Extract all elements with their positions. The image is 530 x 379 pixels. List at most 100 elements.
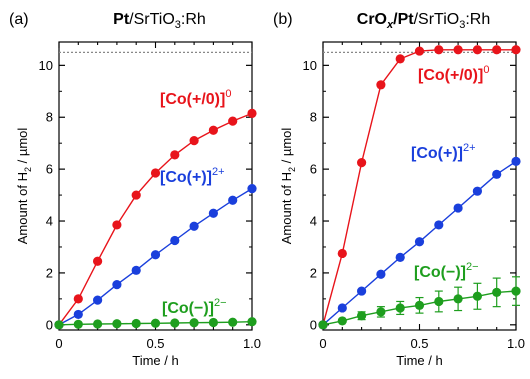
panel-title: Pt/SrTiO3:Rh	[113, 11, 206, 31]
data-point	[247, 183, 257, 194]
data-point	[131, 265, 141, 275]
plot-frame	[322, 41, 517, 331]
series-1: [Co(+)]2+	[54, 166, 257, 330]
data-point	[170, 235, 180, 246]
data-point	[228, 317, 238, 327]
chart-panel-a: 0 2 4 6 8 10 0 0.5 1.0 Time / h Amount of H2 / µmo…	[9, 11, 261, 368]
data-point	[357, 286, 367, 296]
data-point	[376, 307, 386, 317]
data-point	[453, 294, 463, 304]
x-tick-label: 1.0	[507, 336, 525, 351]
data-point	[511, 45, 521, 55]
data-point	[511, 156, 521, 166]
chart-panel-b: 0 2 4 6 8 10 0 0.5 1.0 Time / h Amount of H2 / µmo…	[273, 11, 525, 368]
data-point	[434, 45, 444, 55]
data-point	[318, 320, 328, 330]
data-point	[357, 158, 367, 168]
data-point	[189, 221, 199, 231]
data-point	[73, 309, 83, 320]
y-tick-label: 0	[46, 317, 53, 332]
data-point	[492, 287, 502, 297]
y-tick-label: 8	[46, 110, 53, 125]
data-point	[73, 319, 83, 329]
data-point	[414, 300, 425, 310]
data-point	[337, 303, 347, 313]
data-point	[395, 303, 405, 313]
data-point	[208, 208, 218, 218]
data-point	[93, 256, 103, 266]
x-axis-label: Time / h	[132, 353, 178, 368]
data-point	[247, 317, 257, 327]
data-point	[170, 318, 180, 328]
data-point	[112, 319, 122, 329]
data-point	[472, 45, 482, 55]
data-point	[376, 80, 386, 90]
y-tick-label: 6	[310, 162, 317, 177]
x-tick-label: 1.0	[243, 336, 261, 351]
data-point	[472, 291, 482, 301]
series-label: [Co(+)]2+	[160, 166, 225, 186]
data-point	[492, 45, 502, 55]
series-2: [Co(−)]2−	[54, 297, 257, 330]
panel-letter: (a)	[9, 11, 29, 28]
y-tick-label: 2	[310, 265, 317, 280]
data-point	[376, 269, 386, 279]
data-point	[247, 108, 257, 118]
data-point	[357, 311, 367, 321]
data-point	[208, 317, 218, 328]
series-line	[322, 49, 516, 325]
series-label: [Co(−)]2−	[414, 261, 479, 281]
data-point	[131, 190, 141, 200]
series-2: [Co(−)]2−	[318, 261, 521, 330]
series-label: [Co(+/0)]0	[418, 64, 489, 84]
y-tick-label: 2	[46, 265, 53, 280]
series-0: [Co(+/0)]0	[54, 88, 257, 330]
data-point	[73, 294, 83, 304]
data-point	[453, 45, 463, 55]
data-point	[131, 318, 141, 329]
data-point	[434, 296, 444, 307]
data-point	[414, 46, 425, 56]
x-axis-label: Time / h	[396, 353, 442, 368]
plot-frame	[58, 41, 253, 331]
data-point	[112, 220, 122, 230]
data-point	[492, 169, 502, 179]
x-tick-label: 0.5	[410, 336, 428, 351]
data-point	[170, 150, 180, 160]
panel-letter: (b)	[273, 11, 293, 28]
data-point	[395, 54, 405, 64]
data-point	[189, 318, 199, 328]
series-0: [Co(+/0)]0	[318, 45, 521, 330]
y-tick-label: 10	[39, 58, 53, 73]
x-tick-label: 0	[55, 336, 62, 351]
y-axis-label: Amount of H2 / µmol	[279, 128, 297, 245]
x-tick-label: 0	[319, 336, 326, 351]
series-line	[58, 112, 253, 326]
y-tick-label: 10	[303, 58, 317, 73]
panel-title: CrOx/Pt/SrTiO3:Rh	[357, 11, 490, 31]
series-label: [Co(+/0)]0	[160, 88, 231, 108]
data-point	[472, 186, 482, 196]
data-point	[228, 116, 238, 126]
y-tick-label: 6	[46, 162, 53, 177]
data-point	[228, 195, 238, 205]
y-tick-label: 4	[46, 214, 53, 229]
data-point	[395, 252, 405, 262]
data-point	[208, 125, 218, 135]
data-point	[189, 135, 199, 146]
data-point	[93, 319, 103, 329]
data-point	[511, 286, 521, 296]
series-label: [Co(−)]2−	[162, 297, 227, 317]
data-point	[54, 320, 64, 330]
y-tick-label: 0	[310, 317, 317, 332]
data-point	[112, 279, 122, 290]
y-tick-label: 8	[310, 110, 317, 125]
data-point	[434, 220, 444, 230]
data-point	[414, 237, 425, 247]
x-tick-label: 0.5	[146, 336, 164, 351]
data-point	[337, 248, 347, 259]
y-axis-label: Amount of H2 / µmol	[15, 128, 33, 245]
y-tick-label: 4	[310, 214, 317, 229]
data-point	[150, 318, 161, 328]
